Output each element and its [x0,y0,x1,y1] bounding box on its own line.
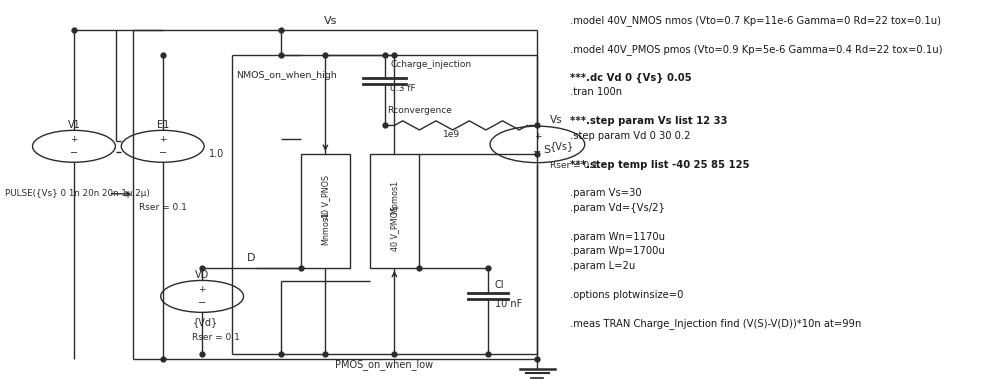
Text: D: D [246,253,255,263]
Text: ***.dc Vd 0 {Vs} 0.05: ***.dc Vd 0 {Vs} 0.05 [570,73,691,83]
Text: +: + [159,135,167,144]
Text: NMOS_on_when_high: NMOS_on_when_high [236,71,336,81]
Text: PMOS_on_when_low: PMOS_on_when_low [335,359,434,370]
Text: {Vd}: {Vd} [192,317,218,327]
Text: +: + [70,135,78,144]
Text: −: − [198,298,206,308]
Text: .param Vd={Vs/2}: .param Vd={Vs/2} [570,203,665,213]
Text: .param Wn=1170u: .param Wn=1170u [570,232,665,242]
Text: Vs: Vs [323,16,337,26]
Text: .options plotwinsize=0: .options plotwinsize=0 [570,290,683,299]
Text: 0.3 fF: 0.3 fF [390,84,416,93]
Text: Rconvergence: Rconvergence [387,106,453,115]
Text: VD: VD [195,270,209,280]
Text: Rser = 0.1: Rser = 0.1 [192,332,241,342]
Text: 1.0: 1.0 [209,149,224,159]
Text: Rser = 0.1: Rser = 0.1 [139,203,187,212]
Text: Vs: Vs [550,115,563,125]
Text: +: + [198,285,206,294]
Text: {Vs}: {Vs} [550,141,575,151]
Text: E1: E1 [157,120,169,130]
Text: .model 40V_PMOS pmos (Vto=0.9 Kp=5e-6 Gamma=0.4 Rd=22 tox=0.1u): .model 40V_PMOS pmos (Vto=0.9 Kp=5e-6 Ga… [570,44,943,55]
Text: 1e9: 1e9 [443,130,459,139]
Text: +: + [533,132,541,141]
Text: .tran 100n: .tran 100n [570,87,622,97]
Text: −: − [70,148,78,158]
Text: 40 V_PNOS: 40 V_PNOS [320,175,330,219]
Text: −: − [533,147,541,157]
Text: .param L=2u: .param L=2u [570,261,635,271]
Text: .step param Vd 0 30 0.2: .step param Vd 0 30 0.2 [570,131,690,141]
Text: −: − [159,148,167,158]
Text: .model 40V_NMOS nmos (Vto=0.7 Kp=11e-6 Gamma=0 Rd=22 tox=0.1u): .model 40V_NMOS nmos (Vto=0.7 Kp=11e-6 G… [570,15,941,26]
Text: 40 V_PMOS: 40 V_PMOS [389,206,399,250]
Text: .meas TRAN Charge_Injection find (V(S)-V(D))*10n at=99n: .meas TRAN Charge_Injection find (V(S)-V… [570,318,862,329]
Text: Ccharge_injection: Ccharge_injection [390,60,471,69]
Text: Mnmos1: Mnmos1 [320,211,330,245]
Text: .param Wp=1700u: .param Wp=1700u [570,246,665,256]
Text: PULSE({Vs} 0 1n 20n 20n 1μ 2μ): PULSE({Vs} 0 1n 20n 20n 1μ 2μ) [5,189,150,198]
Text: 10 nF: 10 nF [495,299,523,309]
Text: V1: V1 [68,120,80,130]
Text: ***.step temp list -40 25 85 125: ***.step temp list -40 25 85 125 [570,160,749,169]
Text: .param Vs=30: .param Vs=30 [570,188,642,198]
Text: S: S [543,145,550,155]
Text: ***.step param Vs list 12 33: ***.step param Vs list 12 33 [570,116,728,126]
Text: Rser = 0.1: Rser = 0.1 [550,161,599,170]
Text: CI: CI [495,280,505,290]
Text: Mpmos1: Mpmos1 [389,180,399,214]
